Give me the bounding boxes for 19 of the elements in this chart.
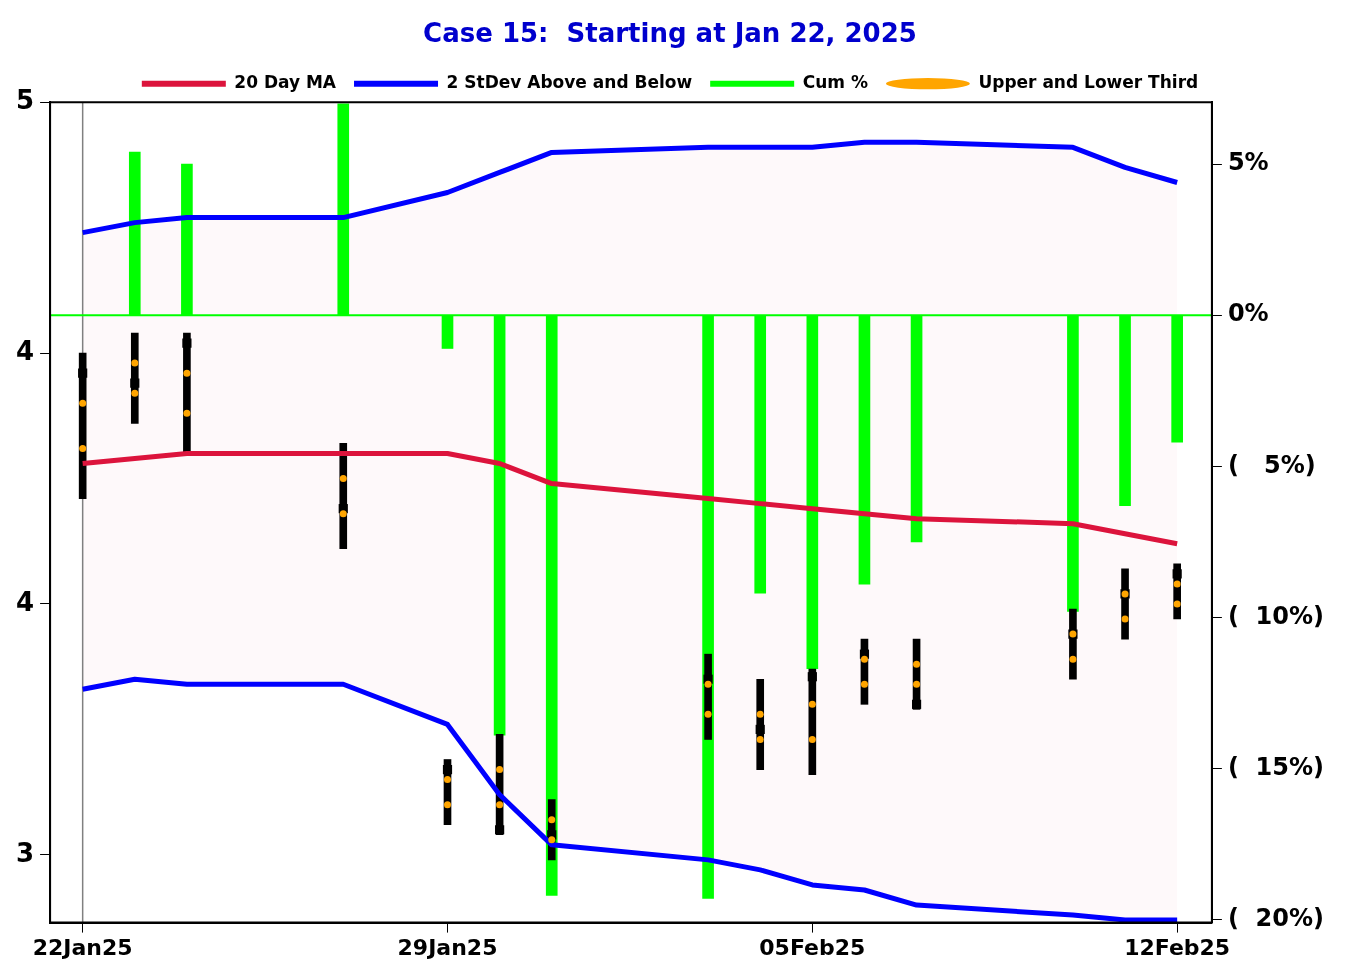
legend-label: Cum % (802, 72, 868, 93)
y2-tick-label: ( 20%) (1227, 903, 1324, 932)
x-tick-label: 05Feb25 (759, 934, 866, 960)
y2-tick-label: ( 5%) (1227, 450, 1316, 479)
legend-label: 20 Day MA (234, 72, 337, 93)
x-tick-label: 12Feb25 (1124, 934, 1231, 960)
y2-tick-label: 0% (1227, 299, 1269, 328)
y-tick-label: 3 (16, 837, 35, 868)
y2-tick-label: ( 15%) (1227, 752, 1324, 781)
legend-label: Upper and Lower Third (978, 72, 1199, 93)
x-tick-label: 22Jan25 (32, 934, 133, 960)
y2-tick-label: ( 10%) (1227, 601, 1324, 630)
y-tick-label: 5 (16, 84, 35, 115)
legend-label: 2 StDev Above and Below (446, 72, 693, 93)
x-tick-label: 29Jan25 (397, 934, 498, 960)
y-tick-label: 4 (16, 586, 35, 617)
chart-title: Case 15: Starting at Jan 22, 2025 (423, 18, 917, 49)
y2-tick-label: 5% (1227, 148, 1269, 177)
y-tick-label: 4 (16, 335, 35, 366)
